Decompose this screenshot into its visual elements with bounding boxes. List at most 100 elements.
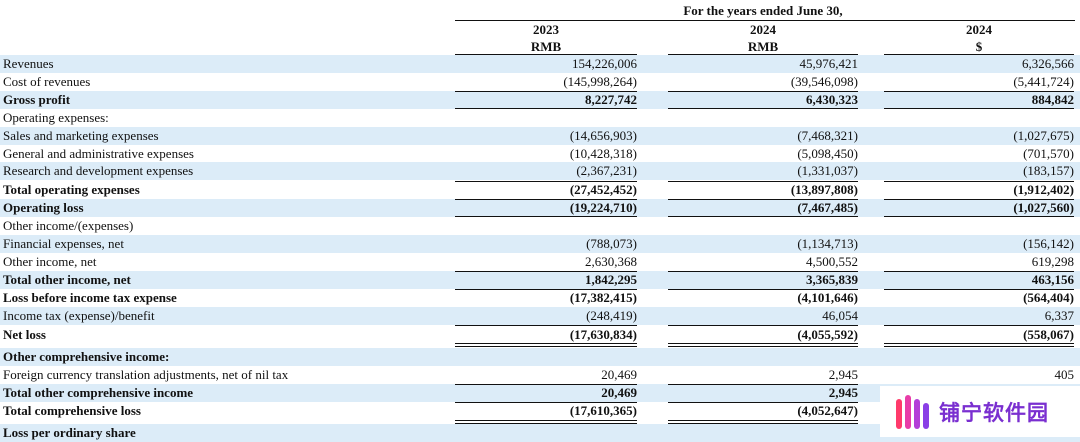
rule-below-total-comprehensive-2-col2	[668, 423, 858, 424]
value-2023-rmb: (17,630,834)	[569, 327, 637, 342]
col2-currency: RMB	[747, 39, 779, 54]
value-2024-rmb: 4,500,552	[806, 254, 858, 269]
rule-above-gross-profit-col3	[884, 91, 1074, 92]
table-row-loss-before-tax: Loss before income tax expense (17,382,4…	[0, 289, 1080, 307]
row-label: Foreign currency translation adjustments…	[3, 367, 289, 382]
value-2024-rmb: (7,467,485)	[797, 200, 858, 215]
rule-below-net-loss-col2	[668, 343, 858, 344]
value-2023-rmb: (10,428,318)	[569, 146, 637, 161]
table-row-sales-marketing: Sales and marketing expenses (14,656,903…	[0, 127, 1080, 145]
row-label: Other income/(expenses)	[3, 218, 134, 233]
value-2023-rmb: (19,224,710)	[569, 200, 637, 215]
col3-year: 2024	[966, 22, 992, 37]
value-2024-rmb: 3,365,839	[806, 272, 858, 287]
rule-below-operating-loss-col3	[884, 216, 1074, 217]
rule-below-gross-profit-col2	[668, 108, 858, 109]
header-rule-col2	[668, 54, 858, 55]
row-label: Sales and marketing expenses	[3, 128, 159, 143]
header-rule-col1	[455, 54, 637, 55]
row-label: Other comprehensive income:	[3, 349, 170, 364]
rule-above-operating-loss-col1	[455, 199, 637, 200]
value-2023-rmb: 2,630,368	[585, 254, 637, 269]
rule-below-net-loss-col3	[884, 343, 1074, 344]
table-row-revenues: Revenues 154,226,006 45,976,421 6,326,56…	[0, 55, 1080, 73]
row-label: Total other income, net	[3, 272, 131, 287]
table-row-total-other-income: Total other income, net 1,842,295 3,365,…	[0, 271, 1080, 289]
col2-year: 2024	[750, 22, 776, 37]
rule-above-loss-before-tax-col2	[668, 289, 858, 290]
rule-above-total-other-income-col3	[884, 271, 1074, 272]
value-2024-rmb: (4,055,592)	[797, 327, 858, 342]
rule-below-net-loss-col1	[455, 343, 637, 344]
rule-above-net-loss-col2	[668, 325, 858, 326]
period-header: For the years ended June 30,	[0, 2, 1080, 20]
value-2023-rmb: (248,419)	[586, 308, 637, 323]
value-2023-rmb: 1,842,295	[585, 272, 637, 287]
value-2024-usd: (183,157)	[1023, 163, 1074, 178]
value-2024-usd: (1,027,675)	[1013, 128, 1074, 143]
rule-above-loss-before-tax-col1	[455, 289, 637, 290]
rule-below-net-loss-2-col2	[668, 346, 858, 347]
period-rule	[455, 20, 1075, 21]
rule-above-gross-profit-col2	[668, 91, 858, 92]
table-row-cost-of-revenues: Cost of revenues (145,998,264) (39,546,0…	[0, 73, 1080, 91]
rule-below-total-comprehensive-col2	[668, 420, 858, 421]
rule-below-net-loss-2-col1	[455, 346, 637, 347]
value-2024-rmb: (4,052,647)	[797, 403, 858, 418]
row-label: Revenues	[3, 56, 54, 71]
rule-above-total-comprehensive-col2	[668, 402, 858, 403]
row-label: Loss before income tax expense	[3, 290, 177, 305]
rule-above-net-loss-col1	[455, 325, 637, 326]
value-2024-usd: (564,404)	[1023, 290, 1074, 305]
value-2024-rmb: 2,945	[828, 385, 858, 400]
rule-below-operating-loss-col1	[455, 216, 637, 217]
table-row-operating-loss: Operating loss (19,224,710) (7,467,485) …	[0, 199, 1080, 217]
rule-above-total-other-income-col1	[455, 271, 637, 272]
rule-above-total-opex-col1	[455, 181, 637, 182]
rule-below-operating-loss-col2	[668, 216, 858, 217]
value-2023-rmb: (788,073)	[586, 236, 637, 251]
rule-above-total-opex-col2	[668, 181, 858, 182]
table-row-other-comprehensive-heading: Other comprehensive income:	[0, 348, 1080, 366]
row-label: Total operating expenses	[3, 182, 140, 197]
table-row-fx-translation: Foreign currency translation adjustments…	[0, 366, 1080, 384]
value-2024-rmb: (13,897,808)	[790, 182, 858, 197]
rule-above-loss-before-tax-col3	[884, 289, 1074, 290]
rule-above-total-oci-col2	[668, 384, 858, 385]
value-2024-rmb: 6,430,323	[806, 92, 858, 107]
row-label: Cost of revenues	[3, 74, 91, 89]
table-row-gross-profit: Gross profit 8,227,742 6,430,323 884,842	[0, 91, 1080, 109]
value-2023-rmb: 20,469	[601, 367, 637, 382]
table-row-total-other-comprehensive: Total other comprehensive income 20,469 …	[0, 384, 1080, 402]
value-2023-rmb: (2,367,231)	[576, 163, 637, 178]
rule-below-total-comprehensive-2-col1	[455, 423, 637, 424]
row-label: Loss per ordinary share	[3, 425, 136, 440]
value-2023-rmb: (27,452,452)	[569, 182, 637, 197]
rule-above-operating-loss-col3	[884, 199, 1074, 200]
rule-above-gross-profit-col1	[455, 91, 637, 92]
col3-currency: $	[975, 39, 983, 54]
value-2024-usd: 6,326,566	[1022, 56, 1074, 71]
row-label: Operating expenses:	[3, 110, 109, 125]
value-2023-rmb: (17,610,365)	[569, 403, 637, 418]
value-2023-rmb: 8,227,742	[585, 92, 637, 107]
table-row-research-development: Research and development expenses (2,367…	[0, 162, 1080, 180]
table-row-operating-expenses-heading: Operating expenses:	[0, 109, 1080, 127]
rule-below-net-loss-2-col3	[884, 346, 1074, 347]
table-row-general-admin: General and administrative expenses (10,…	[0, 145, 1080, 163]
currency-header-row: RMB RMB $	[0, 38, 1080, 56]
value-2023-rmb: (145,998,264)	[563, 74, 637, 89]
value-2024-rmb: 2,945	[828, 367, 858, 382]
value-2024-usd: 405	[1054, 367, 1075, 382]
row-label: General and administrative expenses	[3, 146, 194, 161]
rule-above-total-comprehensive-col1	[455, 402, 637, 403]
watermark: 铺宁软件园	[880, 386, 1080, 437]
table-row-net-loss: Net loss (17,630,834) (4,055,592) (558,0…	[0, 326, 1080, 344]
value-2024-rmb: (7,468,321)	[797, 128, 858, 143]
value-2023-rmb: 20,469	[601, 385, 637, 400]
table-row-financial-expenses: Financial expenses, net (788,073) (1,134…	[0, 235, 1080, 253]
row-label: Net loss	[3, 327, 46, 342]
year-header-row: 2023 2024 2024	[0, 21, 1080, 39]
rule-above-total-other-income-col2	[668, 271, 858, 272]
value-2024-usd: (1,912,402)	[1013, 182, 1074, 197]
